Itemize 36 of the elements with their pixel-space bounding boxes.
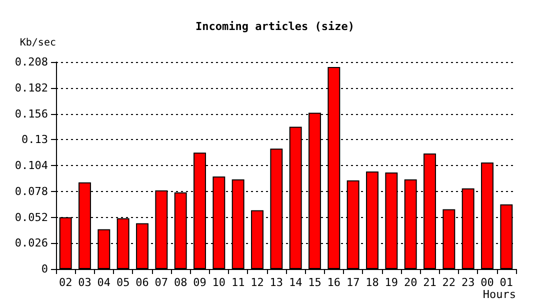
y-tick-label: 0.052 [14, 210, 48, 224]
y-tick-label: 0.026 [14, 236, 48, 250]
x-tick-label: 04 [97, 276, 111, 289]
x-tick-label: 20 [404, 276, 418, 289]
x-tick-label: 18 [366, 276, 379, 289]
x-tick-label: 17 [346, 276, 360, 289]
x-tick-label: 08 [174, 276, 188, 289]
y-tick-label: 0.156 [14, 107, 48, 120]
y-axis-title: Kb/sec [20, 38, 56, 48]
x-axis-title: Hours [482, 288, 516, 300]
x-tick-label: 02 [58, 276, 72, 289]
x-tick-label: 13 [270, 276, 284, 289]
x-tick-label: 14 [288, 276, 303, 289]
x-tick-label: 07 [154, 276, 168, 289]
x-tick-label: 23 [461, 276, 475, 289]
y-tick-label: 0 [41, 262, 48, 276]
x-tick-label: 06 [136, 276, 149, 289]
x-tick-label: 01 [500, 276, 514, 289]
x-tick-label: 12 [250, 276, 264, 289]
x-tick-label: 11 [231, 276, 245, 289]
x-tick-label: 16 [327, 276, 341, 289]
x-tick-label: 09 [193, 276, 206, 289]
x-tick-label: 19 [384, 276, 398, 289]
y-tick-label: 0.208 [14, 56, 48, 68]
x-tick-label: 05 [116, 276, 130, 289]
chart-title: Incoming articles (size) [196, 20, 354, 33]
y-tick-label: 0.182 [14, 81, 48, 94]
y-tick-label: 0.104 [14, 159, 48, 172]
x-tick-label: 15 [308, 276, 322, 289]
x-tick-label: 03 [78, 276, 92, 289]
y-tick-label: 0.078 [14, 184, 48, 198]
x-tick-label: 21 [423, 276, 436, 289]
x-tick-label: 10 [212, 276, 226, 289]
y-tick-label: 0.13 [22, 133, 48, 146]
x-tick-label: 22 [442, 276, 456, 289]
x-tick-label: 00 [480, 276, 494, 289]
